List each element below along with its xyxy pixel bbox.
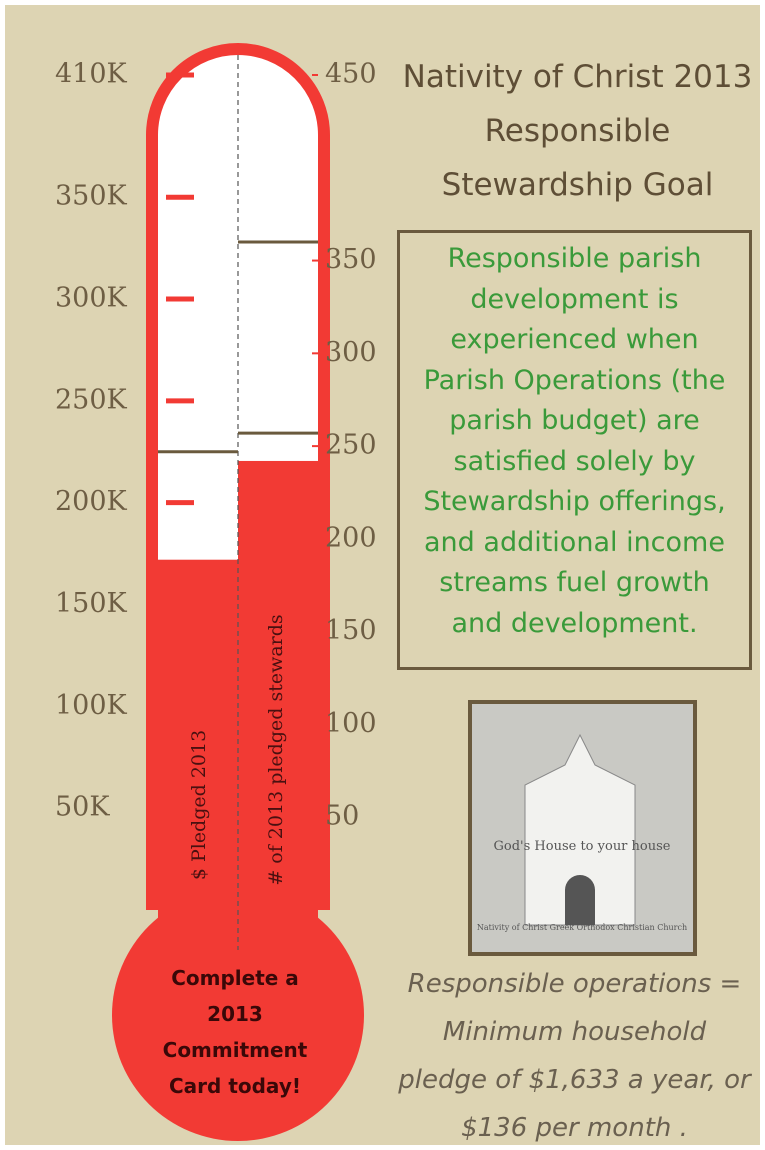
y2-tick-label: 150 bbox=[325, 615, 377, 646]
y-tick-label: 150K bbox=[55, 588, 128, 619]
y2-tick-label: 450 bbox=[325, 59, 377, 90]
y-tick-label: 100K bbox=[55, 690, 128, 721]
image-caption: God's House to your house bbox=[494, 839, 671, 854]
y-tick-label: 200K bbox=[55, 486, 128, 517]
description: Responsible parish development is experi… bbox=[397, 230, 752, 670]
y2-tick-label: 250 bbox=[325, 430, 377, 461]
y-tick-label: 350K bbox=[55, 181, 128, 212]
y-tick-label: 50K bbox=[55, 792, 110, 823]
y-tick-label: 300K bbox=[55, 283, 128, 314]
title: Nativity of Christ 2013 Responsible Stew… bbox=[400, 50, 755, 212]
y2-tick-label: 200 bbox=[325, 522, 377, 553]
y2-tick-label: 50 bbox=[325, 801, 359, 832]
y-tick-label: 410K bbox=[55, 59, 128, 90]
series-label: $ Pledged 2013 bbox=[188, 730, 210, 880]
series-label: # of 2013 pledged stewards bbox=[265, 614, 287, 885]
image-subcaption: Nativity of Christ Greek Orthodox Christ… bbox=[477, 923, 687, 932]
bulb-text: Complete a 2013 Commitment Card today! bbox=[140, 960, 330, 1104]
y-tick-label: 250K bbox=[55, 384, 128, 415]
footnote: Responsible operations = Minimum househo… bbox=[397, 960, 752, 1145]
y2-tick-label: 350 bbox=[325, 244, 377, 275]
poster: God's House to your house Nativity of Ch… bbox=[5, 5, 760, 1145]
church-door bbox=[565, 875, 595, 925]
y2-tick-label: 300 bbox=[325, 337, 377, 368]
y2-tick-label: 100 bbox=[325, 708, 377, 739]
